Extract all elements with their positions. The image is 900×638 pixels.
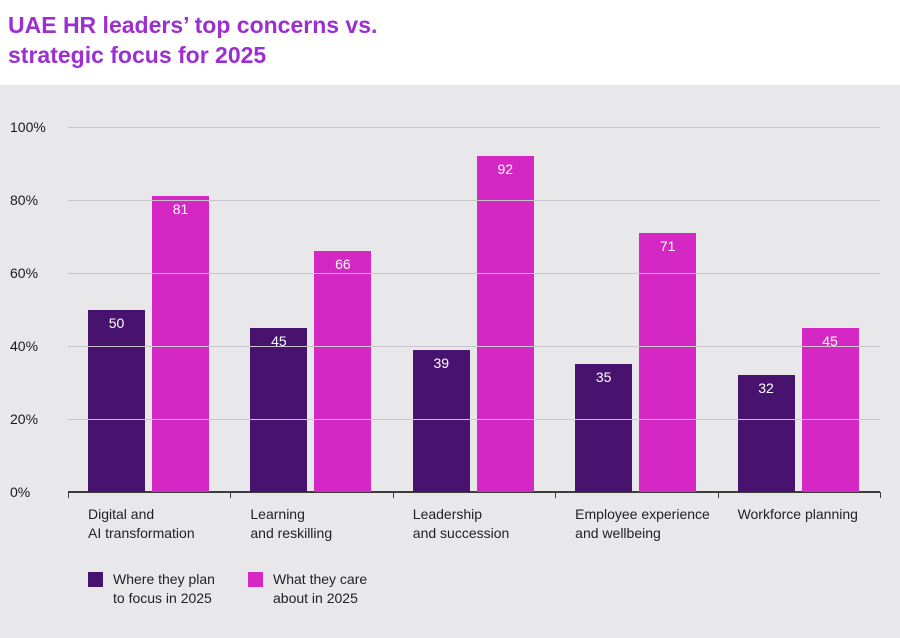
bar: 32: [737, 375, 795, 492]
category-label: Digital and AI transformation: [68, 505, 230, 543]
category-label-line: and wellbeing: [575, 525, 661, 541]
x-axis-tick: [555, 492, 557, 498]
category-label-line: Workforce planning: [737, 506, 858, 522]
bar: 81: [152, 196, 209, 492]
x-axis-tick: [230, 492, 232, 498]
x-axis-tick: [392, 492, 394, 498]
bar-value-label: 35: [595, 369, 612, 386]
gridline: [68, 127, 880, 128]
bar: 50: [88, 309, 145, 492]
category-label: Leadership and succession: [393, 505, 555, 543]
legend-item: What they care about in 2025: [248, 570, 408, 608]
bar-group: 39 92: [393, 127, 555, 492]
category-labels-row: Digital and AI transformation Learning and …: [68, 505, 880, 543]
plot-area: 50 81 45 66 39 92 35 71 32 45 0% 20% 40% 60% 80% 100%: [10, 119, 881, 500]
category-label: Workforce planning: [718, 505, 880, 543]
bar-value-label: 81: [172, 201, 189, 218]
chart-panel: 50 81 45 66 39 92 35 71 32 45 0% 20% 40% 60% 80% 100% …: [0, 85, 900, 638]
category-label: Employee experience and wellbeing: [555, 505, 717, 543]
x-axis-tick: [880, 492, 881, 498]
bar-value-label: 50: [108, 314, 125, 331]
legend-swatch: [88, 572, 103, 587]
gridline: [68, 419, 880, 420]
legend-label: Where they plan to focus in 2025: [113, 570, 215, 608]
y-axis-tick-label: 100%: [10, 119, 46, 135]
bar-group: 32 45: [718, 127, 880, 492]
y-axis-tick-label: 60%: [10, 265, 39, 281]
bar: 71: [639, 232, 697, 492]
y-axis-tick-label: 80%: [10, 192, 39, 208]
chart-title-line-2: strategic focus for 2025: [8, 42, 267, 68]
legend-label-line: about in 2025: [273, 590, 358, 606]
bar: 39: [412, 349, 470, 492]
chart-title-line-1: UAE HR leaders’ top concerns vs.: [8, 12, 378, 38]
bar-value-label: 45: [822, 332, 838, 349]
bar: 92: [476, 156, 534, 492]
category-label-line: and reskilling: [250, 525, 333, 541]
legend-label-line: Where they plan: [113, 571, 215, 587]
bar-value-label: 45: [271, 332, 287, 349]
bar-value-label: 32: [758, 380, 774, 397]
legend-swatch: [248, 572, 263, 587]
gridline: [68, 273, 880, 274]
legend-item: Where they plan to focus in 2025: [88, 570, 248, 608]
category-label-line: AI transformation: [88, 525, 195, 541]
legend: Where they plan to focus in 2025 What they…: [88, 570, 900, 608]
category-label-line: and succession: [412, 525, 510, 541]
gridline: [68, 200, 880, 201]
bar: 45: [801, 327, 859, 492]
bar-group: 35 71: [555, 127, 717, 492]
category-label: Learning and reskilling: [230, 505, 392, 543]
category-label-line: Digital and: [88, 506, 155, 522]
y-axis-tick-label: 0%: [10, 484, 31, 500]
category-label-line: Employee experience: [575, 506, 710, 522]
bar-value-label: 92: [497, 161, 514, 178]
x-axis-tick: [68, 492, 69, 498]
category-label-line: Leadership: [412, 506, 483, 522]
gridline: [68, 346, 880, 347]
chart-title: UAE HR leaders’ top concerns vs. strateg…: [0, 0, 900, 70]
bar: 45: [250, 327, 308, 492]
legend-label: What they care about in 2025: [273, 570, 367, 608]
x-axis-tick: [717, 492, 719, 498]
bar-value-label: 39: [433, 354, 450, 371]
y-axis-tick-label: 40%: [10, 338, 39, 354]
bar: 35: [575, 364, 633, 492]
legend-label-line: to focus in 2025: [113, 590, 212, 606]
category-label-line: Learning: [250, 506, 305, 522]
bar-value-label: 66: [335, 256, 351, 273]
bar-groups: 50 81 45 66 39 92 35 71 32 45: [68, 127, 880, 492]
legend-label-line: What they care: [273, 571, 368, 587]
bar-group: 45 66: [230, 127, 392, 492]
bar-group: 50 81: [68, 127, 230, 492]
x-axis-baseline: [68, 491, 880, 493]
y-axis-tick-label: 20%: [10, 411, 39, 427]
bar: 66: [314, 251, 372, 492]
bar-value-label: 71: [659, 237, 676, 254]
